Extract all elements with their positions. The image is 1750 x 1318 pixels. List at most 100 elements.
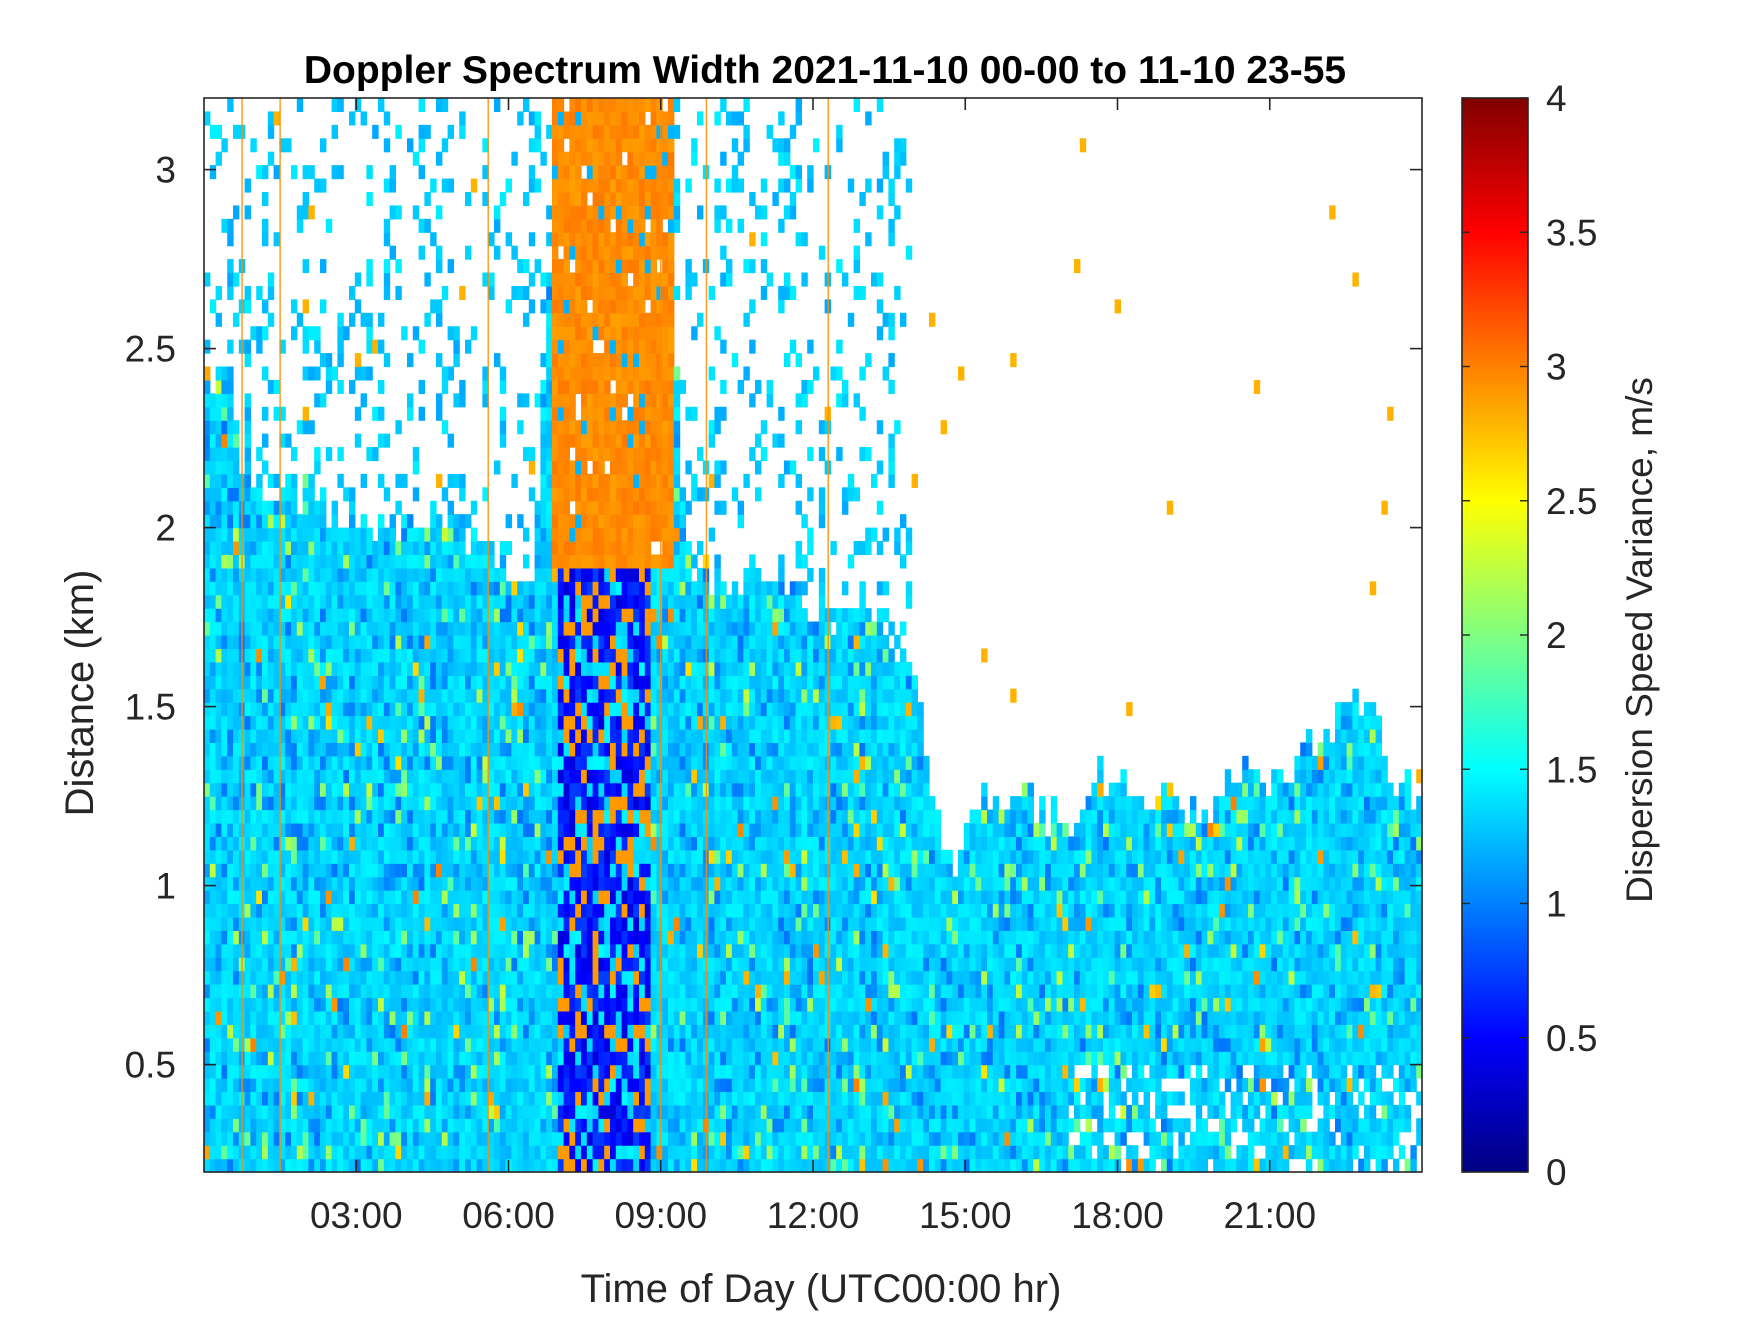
heatmap-cell (314, 916, 321, 931)
heatmap-cell (430, 232, 437, 247)
heatmap-cell (581, 594, 588, 609)
heatmap-cell (285, 984, 292, 999)
heatmap-cell (592, 245, 599, 260)
heatmap-cell (569, 406, 576, 421)
heatmap-cell (528, 675, 536, 690)
heatmap-cell (575, 635, 582, 650)
heatmap-cell (662, 769, 669, 784)
heatmap-cell (592, 648, 599, 663)
heatmap-cell (604, 259, 611, 274)
heatmap-cell (401, 514, 408, 529)
heatmap-cell (296, 1024, 304, 1039)
heatmap-cell (610, 863, 617, 878)
heatmap-cell (546, 916, 553, 931)
heatmap-cell (296, 943, 304, 958)
heatmap-cell (221, 594, 228, 609)
heatmap-cell (662, 1118, 669, 1133)
heatmap-cell (644, 728, 652, 743)
heatmap-cell (563, 1037, 570, 1052)
heatmap-cell (331, 836, 338, 851)
heatmap-cell (308, 420, 315, 435)
heatmap-cell (436, 876, 443, 891)
heatmap-cell (656, 661, 663, 676)
heatmap-cell (308, 890, 315, 905)
heatmap-cell (465, 554, 472, 569)
heatmap-cell (343, 930, 350, 945)
heatmap-cell (598, 124, 605, 139)
heatmap-cell (279, 702, 286, 717)
heatmap-cell (592, 500, 599, 515)
heatmap-cell (215, 1131, 222, 1146)
heatmap-cell (256, 648, 263, 663)
heatmap-cell (233, 527, 240, 542)
heatmap-cell (343, 970, 350, 985)
heatmap-cell (354, 1118, 362, 1133)
heatmap-cell (575, 876, 582, 891)
heatmap-cell (604, 218, 611, 233)
heatmap-cell (540, 809, 547, 824)
heatmap-cell (378, 1010, 385, 1025)
heatmap-cell (621, 554, 628, 569)
heatmap-cell (523, 903, 530, 918)
heatmap-cell (499, 997, 507, 1012)
heatmap-cell (372, 635, 379, 650)
heatmap-cell (511, 1051, 518, 1066)
heatmap-cell (552, 245, 559, 260)
heatmap-cell (581, 541, 588, 556)
heatmap-cell (505, 594, 512, 609)
heatmap-cell (557, 581, 565, 596)
heatmap-cell (650, 514, 657, 529)
heatmap-cell (372, 863, 379, 878)
heatmap-cell (209, 567, 217, 582)
heatmap-cell (366, 796, 373, 811)
heatmap-cell (233, 621, 240, 636)
heatmap-cell (528, 299, 536, 314)
heatmap-cell (412, 567, 420, 582)
heatmap-cell (470, 742, 478, 757)
heatmap-cell (389, 1024, 396, 1039)
heatmap-cell (204, 406, 211, 421)
heatmap-cell (389, 836, 396, 851)
heatmap-cell (627, 648, 634, 663)
heatmap-cell (517, 648, 524, 663)
heatmap-cell (221, 379, 228, 394)
heatmap-cell (256, 984, 263, 999)
heatmap-cell (291, 567, 298, 582)
heatmap-cell (569, 218, 576, 233)
heatmap-cell (633, 259, 640, 274)
heatmap-cell (557, 930, 565, 945)
heatmap-cell (436, 554, 443, 569)
heatmap-cell (320, 299, 327, 314)
heatmap-cell (494, 755, 501, 770)
heatmap-cell (407, 943, 414, 958)
heatmap-cell (447, 849, 454, 864)
heatmap-cell (215, 124, 222, 139)
heatmap-cell (499, 675, 507, 690)
heatmap-cell (279, 809, 286, 824)
heatmap-cell (668, 715, 675, 730)
heatmap-cell (540, 353, 547, 368)
heatmap-cell (644, 581, 652, 596)
heatmap-cell (343, 836, 350, 851)
heatmap-cell (586, 514, 594, 529)
heatmap-cell (436, 648, 443, 663)
heatmap-cell (581, 876, 588, 891)
heatmap-cell (633, 809, 640, 824)
heatmap-cell (592, 138, 599, 153)
heatmap-cell (528, 755, 536, 770)
heatmap-cell (407, 635, 414, 650)
heatmap-cell (668, 124, 675, 139)
heatmap-cell (250, 1051, 257, 1066)
heatmap-cell (447, 769, 454, 784)
heatmap-cell (639, 541, 646, 556)
heatmap-cell (308, 366, 315, 381)
heatmap-cell (383, 353, 391, 368)
heatmap-cell (279, 957, 286, 972)
heatmap-cell (633, 702, 640, 717)
heatmap-cell (523, 98, 530, 113)
heatmap-cell (296, 98, 304, 113)
heatmap-cell (378, 541, 385, 556)
heatmap-cell (302, 1078, 309, 1093)
heatmap-cell (436, 1064, 443, 1079)
heatmap-cell (279, 594, 286, 609)
